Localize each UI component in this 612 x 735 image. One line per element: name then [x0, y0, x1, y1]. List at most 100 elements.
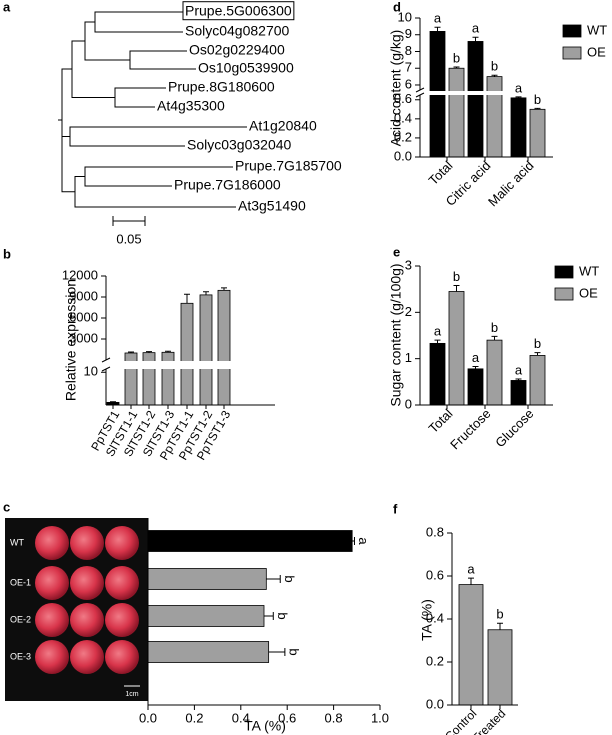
y-axis-label: TA (%)	[419, 599, 435, 641]
significance-letter: a	[434, 324, 442, 339]
leaf-label: At3g51490	[238, 198, 306, 214]
error-bar	[434, 26, 441, 32]
bar	[147, 605, 265, 627]
significance-letter: b	[286, 648, 301, 655]
legend-swatch	[562, 46, 582, 60]
significance-letter: b	[534, 336, 541, 351]
leaf-label: Solyc04g082700	[185, 23, 290, 39]
x-tick-label: Total	[426, 406, 456, 436]
x-tick-label: 1.0	[371, 710, 389, 725]
bar	[510, 97, 527, 158]
y-tick-label: 0.6	[394, 91, 412, 106]
leaf-label: Prupe.8G180600	[168, 79, 275, 95]
error-bar	[266, 575, 281, 583]
x-tick-label: 0.2	[185, 710, 203, 725]
panel-letter: f	[393, 501, 398, 516]
y-tick-label: 3000	[69, 330, 98, 345]
bar	[124, 352, 138, 406]
panel-letter: d	[393, 0, 401, 14]
row-label: OE-2	[10, 614, 31, 624]
error-bar	[221, 287, 227, 291]
bar	[467, 368, 484, 406]
row-label: WT	[10, 537, 24, 547]
bar	[487, 629, 513, 706]
y-tick-label: 0.6	[426, 567, 444, 582]
error-bar	[472, 36, 479, 42]
error-bar	[491, 335, 498, 341]
bar	[147, 641, 270, 663]
error-bar	[184, 293, 190, 304]
bar	[467, 41, 484, 158]
significance-letter: a	[356, 537, 371, 545]
y-tick-label: 0	[405, 396, 412, 411]
scale-bar-label: 0.05	[116, 231, 141, 246]
bar	[510, 380, 527, 406]
x-tick-label: Treated	[470, 706, 509, 735]
leaf-label: At1g20840	[249, 118, 317, 134]
bar	[486, 339, 503, 406]
legend-label: WT	[587, 22, 607, 37]
panel-letter: b	[3, 246, 11, 261]
bar	[448, 291, 465, 406]
significance-letter: b	[453, 50, 460, 65]
legend-label: WT	[579, 263, 599, 278]
y-tick-label: 9000	[69, 288, 98, 303]
y-tick-label: 10	[84, 364, 98, 379]
y-tick-label: 3	[405, 257, 412, 272]
error-bar	[468, 577, 474, 585]
y-axis-label: Acid content (g/kg)	[388, 30, 404, 147]
panel-letter: a	[3, 0, 11, 14]
bar	[448, 67, 465, 158]
x-axis-label: TA (%)	[244, 718, 286, 734]
y-tick-label: 0.8	[426, 524, 444, 539]
y-tick-label: 7	[405, 60, 412, 75]
y-tick-label: 9	[405, 26, 412, 41]
y-tick-label: 6000	[69, 309, 98, 324]
error-bar	[534, 107, 541, 110]
bar	[458, 584, 484, 706]
y-tick-label: 0.4	[394, 110, 412, 125]
y-tick-label: 10	[398, 9, 412, 24]
error-bar	[515, 378, 522, 381]
significance-letter: b	[491, 59, 498, 74]
leaf-label: Prupe.5G006300	[185, 3, 292, 19]
bar	[429, 342, 446, 406]
label-box	[182, 1, 295, 21]
significance-letter: b	[275, 612, 290, 619]
y-tick-label: 6	[405, 76, 412, 91]
significance-letter: a	[467, 562, 475, 577]
y-tick-label: 8	[405, 43, 412, 58]
axis-break	[107, 361, 276, 369]
error-bar	[515, 96, 522, 98]
error-bar	[453, 66, 460, 69]
legend-swatch	[554, 265, 574, 279]
axis-break	[421, 91, 554, 95]
bar	[529, 355, 546, 406]
error-bar	[497, 622, 503, 630]
tree-branches	[58, 11, 247, 226]
error-bar	[268, 648, 286, 656]
x-tick-label: 0.6	[278, 710, 296, 725]
panel-letter: c	[3, 499, 10, 514]
y-tick-label: 1	[405, 350, 412, 365]
leaf-label: At4g35300	[157, 98, 225, 114]
significance-letter: a	[515, 362, 523, 377]
significance-letter: b	[491, 320, 498, 335]
error-bar	[110, 401, 116, 403]
legend-label: OE	[587, 44, 606, 59]
significance-letter: b	[496, 607, 503, 622]
x-tick-label: Total	[426, 158, 456, 188]
row-label: OE-1	[10, 577, 31, 587]
significance-letter: a	[434, 11, 442, 26]
photo-scale-label: 1cm	[125, 691, 138, 698]
error-bar	[453, 284, 460, 292]
significance-letter: b	[453, 269, 460, 284]
leaf-label: Prupe.7G186000	[174, 177, 281, 193]
x-tick-label: Malic acid	[485, 158, 536, 209]
x-tick-label: 0.0	[139, 710, 157, 725]
error-bar	[264, 612, 274, 620]
significance-letter: a	[515, 80, 523, 95]
error-bar	[203, 291, 209, 295]
error-bar	[352, 537, 355, 545]
